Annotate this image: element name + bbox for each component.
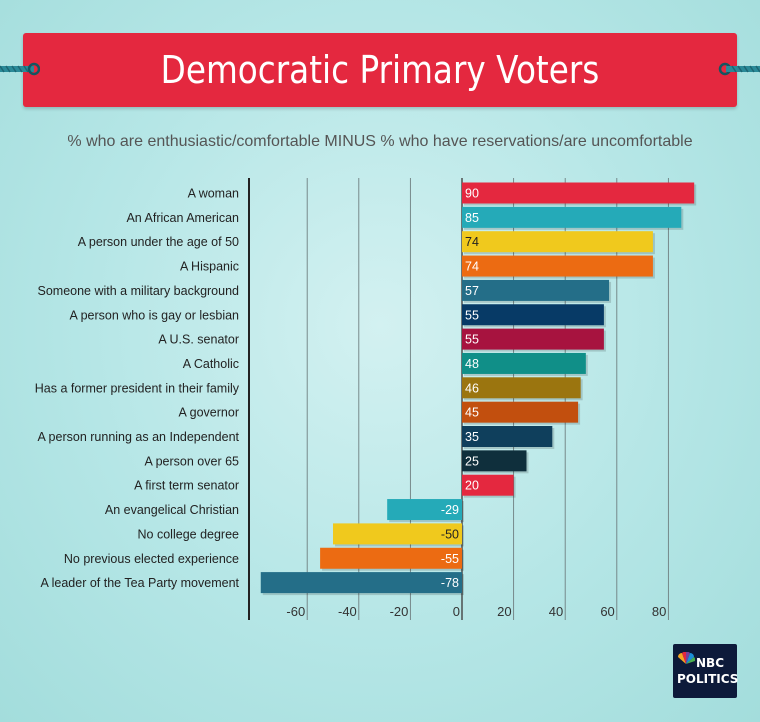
x-tick-label: 40 — [549, 604, 563, 619]
bar — [462, 377, 581, 399]
category-label: A woman — [188, 187, 239, 201]
peacock-icon — [678, 652, 695, 664]
bar — [320, 547, 462, 569]
bar — [462, 279, 610, 301]
x-tick-label: 0 — [453, 604, 460, 619]
bar — [462, 206, 682, 228]
x-tick-label: 80 — [652, 604, 666, 619]
category-label: A person running as an Independent — [37, 430, 239, 444]
bar — [462, 352, 586, 374]
data-label: 57 — [465, 284, 479, 298]
data-label: 25 — [465, 454, 479, 468]
category-label: A person under the age of 50 — [78, 235, 239, 249]
bar — [462, 426, 553, 447]
x-tick-label: -60 — [286, 604, 305, 619]
data-label: 74 — [465, 235, 479, 249]
data-label: -78 — [441, 576, 459, 590]
chart-title: Democratic Primary Voters — [160, 48, 600, 92]
category-label: A person who is gay or lesbian — [69, 308, 239, 322]
data-label: 45 — [465, 406, 479, 420]
x-tick-label: -20 — [390, 604, 409, 619]
category-label: No college degree — [138, 527, 240, 541]
bar — [462, 401, 579, 423]
logo-text-nbc: NBC — [696, 656, 724, 670]
category-label: A U.S. senator — [158, 333, 239, 347]
bar — [462, 328, 604, 350]
bar — [462, 231, 653, 253]
data-label: 74 — [465, 260, 479, 274]
category-label: A leader of the Tea Party movement — [41, 576, 240, 590]
data-label: 46 — [465, 381, 479, 395]
x-tick-label: 20 — [497, 604, 511, 619]
bar — [462, 450, 527, 472]
data-label: -29 — [441, 503, 459, 517]
category-label: A Hispanic — [180, 260, 239, 274]
data-label: -55 — [441, 552, 459, 566]
category-label: Has a former president in their family — [35, 381, 240, 395]
bar — [462, 255, 653, 277]
data-label: 55 — [465, 308, 479, 322]
chart-subtitle: % who are enthusiastic/comfortable MINUS… — [67, 133, 693, 150]
category-label: Someone with a military background — [38, 284, 240, 298]
left-rope-decoration — [0, 62, 40, 76]
data-label: 48 — [465, 357, 479, 371]
category-label: An evangelical Christian — [105, 503, 239, 517]
bar — [260, 572, 462, 594]
bar — [462, 474, 514, 496]
category-label: A Catholic — [183, 357, 239, 371]
bar — [333, 523, 462, 545]
x-tick-label: 60 — [600, 604, 614, 619]
data-label: 20 — [465, 479, 479, 493]
data-label: 90 — [465, 187, 479, 201]
title-banner: Democratic Primary Voters — [23, 33, 737, 107]
nbc-politics-logo: NBC POLITICS — [673, 644, 739, 698]
data-label: 55 — [465, 333, 479, 347]
logo-text-politics: POLITICS — [677, 672, 739, 686]
data-label: 35 — [465, 430, 479, 444]
data-label: 85 — [465, 211, 479, 225]
category-label: A governor — [179, 406, 239, 420]
data-label: -50 — [441, 527, 459, 541]
bar — [387, 499, 462, 521]
category-label: A first term senator — [134, 479, 239, 493]
bar — [462, 182, 695, 204]
category-label: A person over 65 — [144, 454, 239, 468]
category-label: No previous elected experience — [64, 552, 239, 566]
bar — [462, 304, 604, 326]
x-tick-label: -40 — [338, 604, 357, 619]
category-label: An African American — [126, 211, 239, 225]
right-rope-decoration — [718, 62, 760, 76]
